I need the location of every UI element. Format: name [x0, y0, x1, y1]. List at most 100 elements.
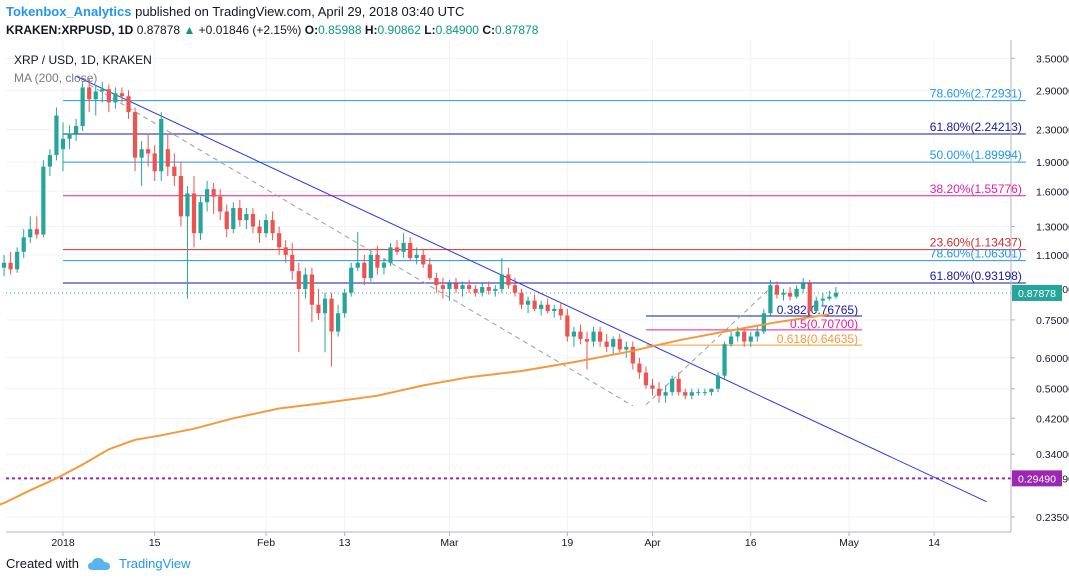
- candle: [250, 207, 256, 234]
- candle: [539, 300, 544, 316]
- candle: [460, 281, 465, 297]
- candle-body: [146, 149, 151, 154]
- candle: [427, 257, 432, 280]
- candle: [814, 296, 819, 314]
- candle: [54, 107, 59, 161]
- candle: [172, 153, 177, 187]
- candle-body: [611, 339, 616, 347]
- candle: [21, 229, 26, 258]
- fib-level-label: 78.60%(2.72931): [930, 87, 1022, 101]
- candle-body: [191, 193, 197, 234]
- candle-body: [185, 193, 190, 217]
- candle: [748, 331, 753, 347]
- candle-body: [388, 247, 393, 263]
- candle: [683, 388, 688, 400]
- candle: [486, 281, 491, 295]
- channel-line: [88, 84, 634, 407]
- candle-body: [552, 308, 557, 312]
- candle-body: [257, 226, 262, 234]
- candle-body: [650, 385, 655, 389]
- candle: [342, 288, 347, 318]
- candle: [159, 112, 164, 181]
- candle: [231, 202, 236, 234]
- close-label: C:: [482, 23, 495, 37]
- candle-body: [453, 283, 459, 289]
- candle: [414, 247, 419, 265]
- close-value: 0.87878: [494, 23, 539, 37]
- candle-body: [525, 300, 531, 305]
- tradingview-link[interactable]: TradingView: [118, 556, 191, 571]
- fib-level-label: 61.80%(2.24213): [930, 120, 1022, 134]
- candle-body: [768, 285, 773, 314]
- candle-body: [375, 254, 380, 268]
- candle: [336, 304, 341, 337]
- candle: [729, 331, 734, 347]
- chart-legend-title: XRP / USD, 1D, KRAKEN: [14, 53, 152, 67]
- candle-body: [532, 300, 537, 309]
- candle-body: [493, 288, 498, 291]
- candle: [67, 125, 72, 150]
- symbol-header: KRAKEN:XRPUSD, 1D 0.87878 ▲ +0.01846 (+2…: [6, 21, 538, 39]
- candle-body: [742, 331, 747, 342]
- y-tick-label: 0.23500: [1036, 512, 1069, 524]
- candle: [440, 277, 445, 299]
- candle: [715, 372, 721, 393]
- y-tick-label: 1.90000: [1036, 157, 1069, 169]
- candle-body: [604, 341, 609, 347]
- last-price-label: 0.87878: [1018, 288, 1056, 300]
- candle: [408, 237, 413, 262]
- candle-body: [486, 287, 491, 291]
- fib-level-label: 50.00%(1.89994): [930, 148, 1022, 162]
- candle-body: [106, 89, 111, 103]
- candle: [558, 302, 563, 320]
- x-tick-label: 2018: [51, 537, 75, 548]
- channel-line: [645, 287, 771, 406]
- candle-body: [224, 211, 229, 230]
- open-value: 0.85988: [318, 23, 362, 37]
- candle-body: [670, 378, 675, 393]
- candle-body: [47, 155, 52, 167]
- candle-body: [198, 202, 203, 234]
- candle-body: [814, 300, 819, 312]
- candle: [493, 285, 498, 297]
- high-value: 0.90862: [377, 23, 421, 37]
- candle: [696, 388, 701, 396]
- candle-body: [159, 118, 164, 172]
- candle: [198, 196, 203, 241]
- candle: [15, 247, 20, 273]
- candle: [152, 145, 157, 181]
- candle: [41, 160, 46, 238]
- x-tick-label: Feb: [257, 537, 275, 548]
- candle-body: [205, 189, 210, 203]
- candle-body: [368, 254, 373, 278]
- author-link[interactable]: Tokenbox_Analytics: [6, 4, 132, 19]
- candle-body: [60, 138, 66, 150]
- candle-body: [329, 298, 334, 332]
- candle-body: [211, 189, 216, 197]
- price-chart[interactable]: 78.60%(2.72931) 61.80%(2.24213) 50.00%(1.8…: [0, 40, 1069, 548]
- candle-body: [414, 254, 419, 258]
- candle: [126, 90, 131, 119]
- candle: [709, 388, 714, 396]
- candle-body: [290, 254, 295, 272]
- candle: [165, 133, 170, 177]
- candle: [447, 279, 452, 301]
- candle: [506, 267, 511, 289]
- candle-body: [643, 372, 649, 386]
- candle-body: [231, 207, 236, 230]
- candle-body: [558, 308, 563, 316]
- fib-level-label: 78.60%(1.06301): [930, 247, 1022, 261]
- candle: [656, 382, 662, 403]
- candle-body: [624, 346, 629, 350]
- y-tick-label: 2.90000: [1036, 85, 1069, 97]
- candle: [263, 213, 269, 238]
- candle-body: [303, 274, 308, 289]
- candle: [394, 240, 400, 255]
- candle-body: [401, 242, 406, 252]
- fib-level-label: 23.60%(1.13437): [930, 236, 1022, 250]
- candle-body: [663, 392, 668, 396]
